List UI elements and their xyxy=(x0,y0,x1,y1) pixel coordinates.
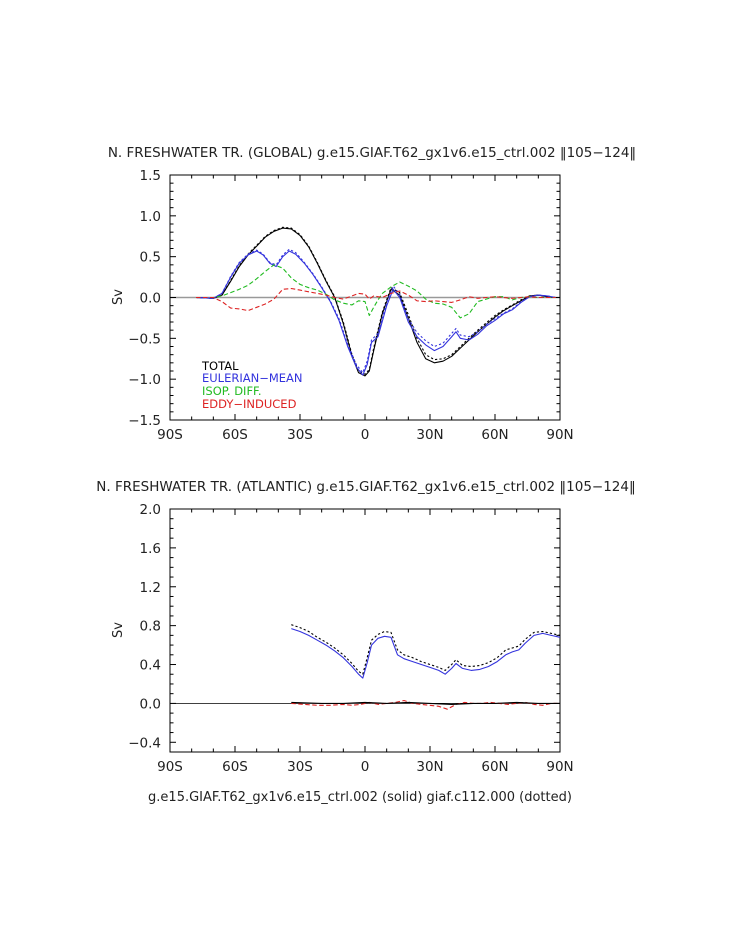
legend-entry-eddy-induced: EDDY−INDUCED xyxy=(202,397,297,411)
x-tick-label: 0 xyxy=(361,759,370,775)
y-tick-label: 1.0 xyxy=(140,209,161,225)
atlantic-chart-panel: N. FRESHWATER TR. (ATLANTIC) g.e15.GIAF.… xyxy=(96,479,635,805)
y-tick-label: 1.2 xyxy=(140,580,161,596)
series-line-total-dotted xyxy=(195,226,556,375)
series-line-eddy-induced xyxy=(291,699,560,710)
y-tick-label: −1.0 xyxy=(128,372,161,388)
atlantic-x-axis-caption: g.e15.GIAF.T62_gx1v6.e15_ctrl.002 (solid… xyxy=(148,790,572,805)
y-tick-label: 1.5 xyxy=(140,168,161,184)
legend-entry-isop-diff: ISOP. DIFF. xyxy=(202,384,261,398)
series-line-total-zero xyxy=(291,701,560,705)
global-chart-title: N. FRESHWATER TR. (GLOBAL) g.e15.GIAF.T6… xyxy=(108,145,636,161)
series-line-eulerian-mean-dotted xyxy=(291,624,561,675)
x-tick-label: 30S xyxy=(287,427,313,443)
x-tick-label: 30S xyxy=(287,759,313,775)
y-tick-label: −1.5 xyxy=(128,413,161,429)
x-tick-label: 90S xyxy=(157,427,183,443)
y-tick-label: 0.0 xyxy=(140,696,161,712)
x-tick-label: 30N xyxy=(416,759,443,775)
plot-frame xyxy=(169,508,561,753)
series-line-eddy-induced xyxy=(196,287,556,312)
series-line-eulerian-mean xyxy=(195,250,556,376)
series-line-total xyxy=(195,227,556,377)
series-line-eulerian-mean xyxy=(291,628,561,679)
x-tick-label: 60S xyxy=(222,759,248,775)
global-chart-panel: N. FRESHWATER TR. (GLOBAL) g.e15.GIAF.T6… xyxy=(108,145,636,443)
x-tick-label: 60S xyxy=(222,427,248,443)
y-tick-label: −0.5 xyxy=(128,331,161,347)
global-legend: TOTAL EULERIAN−MEAN ISOP. DIFF. EDDY−IND… xyxy=(201,359,303,411)
global-y-axis-label: Sv xyxy=(111,289,126,305)
y-tick-label: 0.8 xyxy=(140,619,161,635)
y-tick-label: 1.6 xyxy=(140,541,161,557)
legend-entry-eulerian-mean: EULERIAN−MEAN xyxy=(202,371,303,385)
x-tick-label: 90S xyxy=(157,759,183,775)
x-tick-label: 0 xyxy=(361,427,370,443)
x-tick-label: 90N xyxy=(546,759,573,775)
legend-entry-total: TOTAL xyxy=(201,359,239,373)
y-tick-label: 0.4 xyxy=(140,658,161,674)
atlantic-chart-title: N. FRESHWATER TR. (ATLANTIC) g.e15.GIAF.… xyxy=(96,479,635,495)
x-tick-label: 60N xyxy=(481,427,508,443)
series-line-eulerian-mean-dotted xyxy=(195,248,556,374)
x-tick-label: 90N xyxy=(546,427,573,443)
y-tick-label: 2.0 xyxy=(140,502,161,518)
x-tick-label: 60N xyxy=(481,759,508,775)
y-tick-label: 0.5 xyxy=(140,250,161,266)
y-tick-label: 0.0 xyxy=(140,291,161,307)
x-tick-label: 30N xyxy=(416,427,443,443)
atlantic-y-axis-label: Sv xyxy=(111,622,126,638)
y-tick-label: −0.4 xyxy=(128,735,161,751)
